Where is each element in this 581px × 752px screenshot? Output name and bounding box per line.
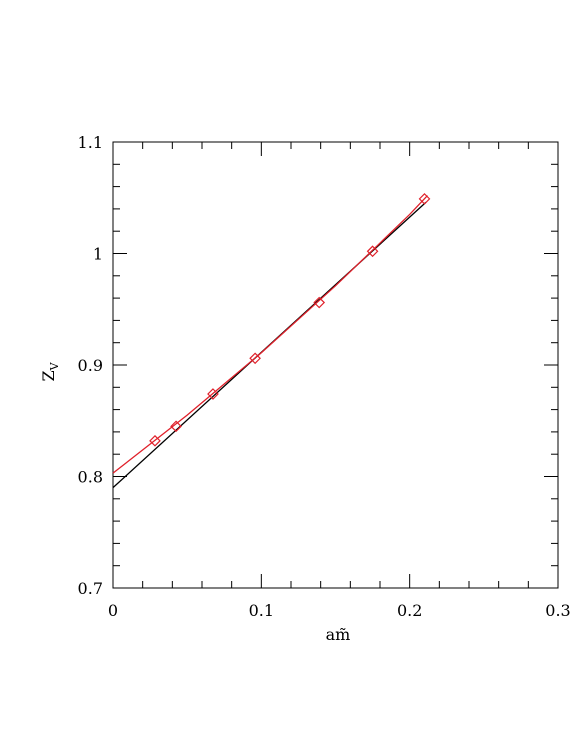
data-point [170, 420, 182, 433]
data-point [366, 245, 379, 258]
y-tick-label: 0.8 [78, 468, 103, 487]
data-point [249, 352, 261, 365]
y-tick-label: 1.1 [78, 133, 103, 152]
data-point [207, 388, 219, 400]
y-tick-label: 1 [93, 245, 103, 264]
x-axis-label: am̃ [326, 625, 351, 644]
data-point [418, 193, 431, 205]
x-tick-label: 0 [108, 601, 118, 620]
y-axis-label-main: Z [39, 370, 58, 381]
y-tick-label: 0.9 [78, 356, 103, 375]
plot-frame [112, 141, 559, 589]
x-tick-label: 0.1 [249, 601, 274, 620]
x-tick-label: 0.3 [545, 601, 570, 620]
y-axis-label-sub: V [48, 361, 61, 371]
data-point [149, 434, 161, 447]
y-axis-label: ZV [39, 361, 61, 381]
fit-line [112, 195, 428, 474]
data-point [313, 296, 326, 309]
y-tick-label: 0.7 [78, 579, 103, 598]
x-tick-label: 0.2 [397, 601, 422, 620]
